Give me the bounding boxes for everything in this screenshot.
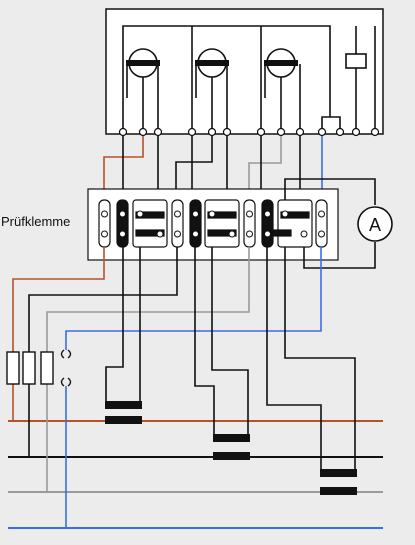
fuse-2-icon xyxy=(22,351,36,385)
lower-wires xyxy=(12,247,356,528)
meter-element-2-icon xyxy=(195,48,229,78)
terminal-screws xyxy=(101,210,325,238)
fuse-3-icon xyxy=(40,351,54,385)
fuse-1-icon xyxy=(6,351,20,385)
current-transformer-2-icon xyxy=(213,434,250,460)
current-transformer-1-icon xyxy=(105,401,142,424)
meter-box xyxy=(105,8,384,137)
ammeter-icon xyxy=(357,206,393,242)
pruefklemme-label: Prüfklemme xyxy=(1,214,70,229)
neutral-disconnect-icon xyxy=(60,349,72,387)
meter-element-1-icon xyxy=(126,48,160,78)
ammeter: A xyxy=(284,178,393,269)
meter-element-3-icon xyxy=(264,48,298,78)
relay-coil xyxy=(345,53,367,69)
meter-terminals xyxy=(118,127,380,137)
fuses xyxy=(6,349,72,387)
current-transformers xyxy=(105,401,357,495)
ammeter-symbol: A xyxy=(369,215,381,235)
terminal-elements xyxy=(98,199,328,248)
test-terminal-block: Prüfklemme xyxy=(1,188,339,261)
current-transformer-3-icon xyxy=(320,469,357,495)
